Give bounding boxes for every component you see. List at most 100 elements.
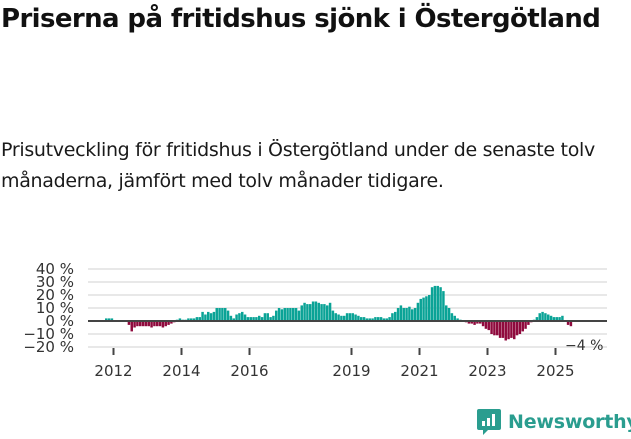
- bar: [504, 321, 507, 341]
- gridlines: [88, 268, 607, 348]
- bar: [229, 315, 233, 321]
- bar: [243, 314, 247, 321]
- bar: [416, 302, 420, 321]
- bar: [158, 321, 162, 327]
- y-tick-label: 0 %: [45, 312, 74, 330]
- bar: [141, 321, 145, 327]
- bar: [555, 317, 558, 321]
- bar: [198, 317, 201, 321]
- bar: [161, 321, 165, 328]
- bar: [382, 318, 386, 321]
- bar: [549, 315, 553, 321]
- bar: [328, 302, 332, 321]
- bar: [218, 308, 221, 321]
- bar: [187, 318, 190, 321]
- bar: [292, 308, 295, 321]
- bar: [447, 308, 451, 321]
- chart-title: Priserna på fritidshus sjönk i Östergötl…: [1, 4, 601, 34]
- bar: [272, 315, 275, 321]
- bar: [110, 318, 114, 321]
- bar: [269, 317, 272, 321]
- bar: [235, 314, 238, 321]
- bar: [127, 321, 131, 325]
- bar: [320, 304, 323, 321]
- bar: [481, 321, 485, 327]
- bar: [419, 298, 422, 321]
- bar: [224, 308, 227, 321]
- bar: [144, 321, 148, 327]
- bar: [153, 321, 156, 327]
- bar: [192, 318, 196, 321]
- bar: [150, 321, 153, 328]
- bar: [422, 297, 425, 321]
- bar: [306, 304, 309, 321]
- bar: [408, 306, 411, 321]
- x-tick-label: 2019: [332, 362, 370, 380]
- bar: [136, 321, 139, 327]
- bar: [445, 305, 448, 321]
- bar: [479, 321, 482, 324]
- bar: [133, 321, 136, 328]
- bar: [405, 308, 408, 321]
- bar: [277, 308, 281, 321]
- bar: [561, 315, 564, 321]
- bar: [337, 314, 340, 321]
- bar: [490, 321, 493, 334]
- bar: [345, 313, 349, 321]
- y-tick-label: 20 %: [36, 286, 74, 304]
- bar: [515, 321, 519, 336]
- bar: [226, 310, 230, 321]
- bar: [496, 321, 499, 336]
- bars: [105, 285, 573, 341]
- bar: [170, 321, 173, 324]
- bar: [280, 309, 284, 321]
- bar: [201, 311, 204, 321]
- bar: [470, 321, 473, 324]
- x-tick-label: 2014: [162, 362, 200, 380]
- bar: [232, 318, 235, 321]
- bar: [473, 321, 476, 325]
- bar: [221, 308, 224, 321]
- bar: [388, 317, 391, 321]
- bar: [558, 317, 561, 321]
- bar: [541, 311, 544, 321]
- bar: [442, 291, 445, 321]
- bar: [487, 321, 490, 331]
- bar: [527, 321, 530, 325]
- bar: [294, 308, 298, 321]
- bar: [552, 317, 556, 321]
- bar: [547, 314, 550, 321]
- x-tick-label: 2012: [94, 362, 132, 380]
- bar: [107, 318, 111, 321]
- bar-chart: 40 %30 %20 %10 %0 %−10 %−20 % 2012 2014 20…: [23, 260, 607, 380]
- bar: [167, 321, 170, 325]
- chart-subtitle: Prisutveckling för fritidshus i Östergöt…: [1, 139, 595, 192]
- bar: [323, 304, 326, 321]
- bar: [195, 317, 199, 321]
- bar: [249, 317, 252, 321]
- x-axis: 2012 2014 2016 2019 2021 2023 2025: [94, 348, 575, 380]
- bar: [467, 321, 471, 324]
- bar: [394, 311, 397, 321]
- bar: [430, 287, 434, 321]
- bar: [139, 321, 142, 327]
- bar: [255, 317, 258, 321]
- y-tick-label: −20 %: [23, 338, 74, 356]
- bar: [246, 317, 250, 321]
- bar: [340, 315, 343, 321]
- y-axis-labels: 40 %30 %20 %10 %0 %−10 %−20 %: [23, 260, 74, 356]
- newsworthy-logo[interactable]: Newsworthy: [476, 408, 631, 436]
- bar: [212, 311, 216, 321]
- bar: [513, 321, 516, 340]
- bar: [399, 305, 403, 321]
- bar: [396, 308, 400, 321]
- bar: [190, 318, 193, 321]
- bar: [425, 296, 428, 321]
- bar: [365, 318, 369, 321]
- x-tick-label: 2021: [400, 362, 438, 380]
- bar: [501, 321, 505, 338]
- bar: [343, 315, 346, 321]
- bar: [156, 321, 159, 327]
- y-tick-label: 30 %: [36, 273, 74, 291]
- y-tick-label: −10 %: [23, 325, 74, 343]
